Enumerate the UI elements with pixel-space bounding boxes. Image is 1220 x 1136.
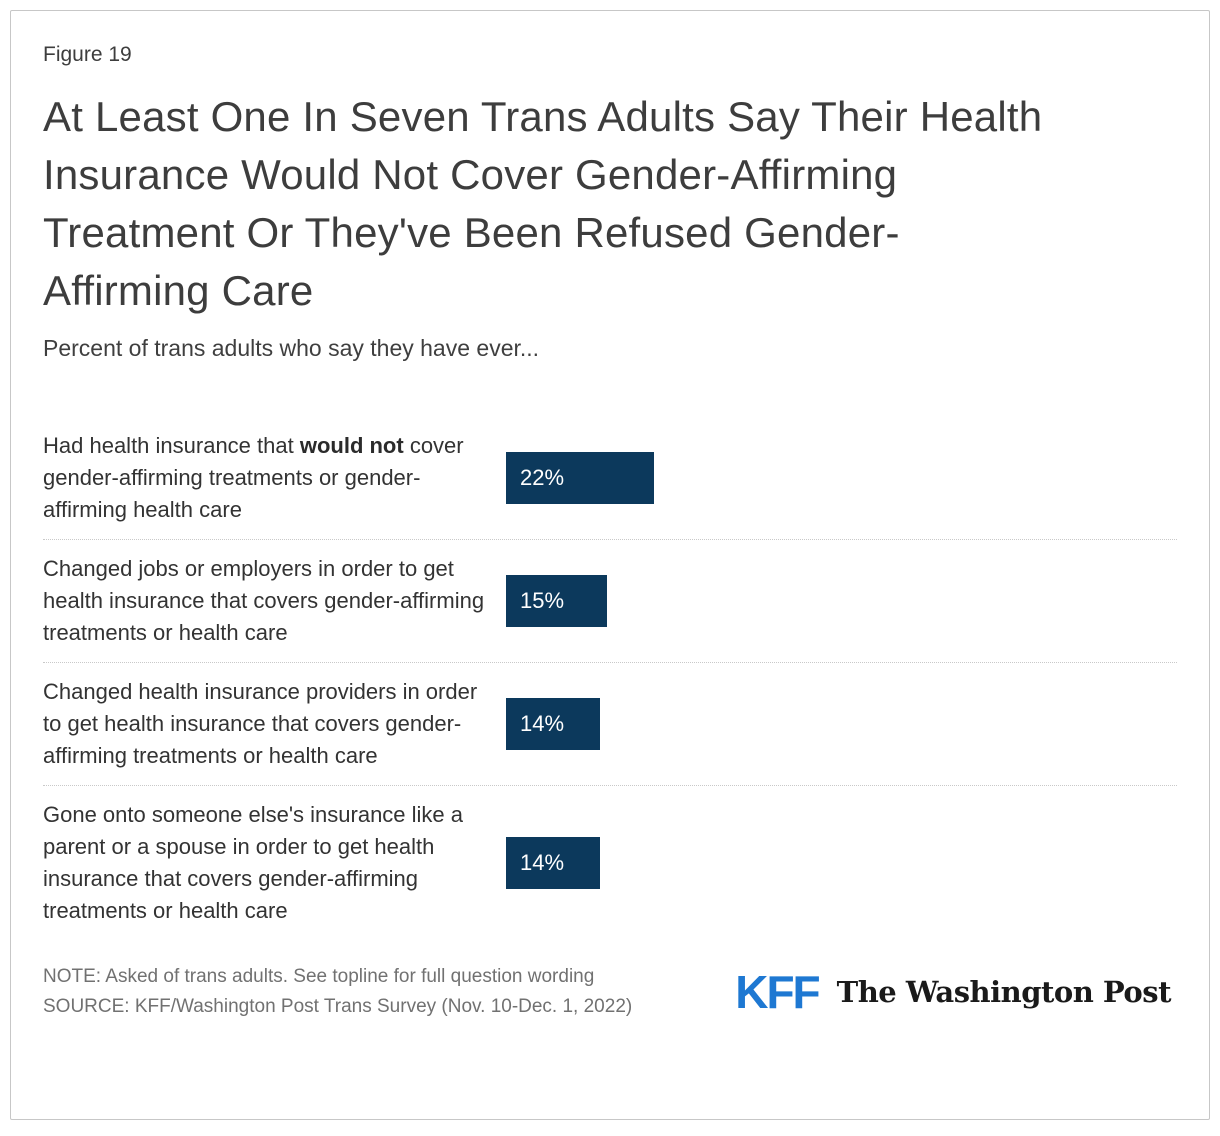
chart-title-line: Insurance Would Not Cover Gender-Affirmi… [43, 151, 898, 198]
category-label: Changed jobs or employers in order to ge… [43, 553, 506, 649]
source-text: SOURCE: KFF/Washington Post Trans Survey… [43, 996, 633, 1017]
bar: 22% [506, 452, 654, 504]
bar-chart: Had health insurance that would not cove… [43, 430, 1177, 940]
category-label-bold: would not [299, 433, 404, 458]
chart-row: Gone onto someone else's insurance like … [43, 786, 1177, 940]
category-label-text: Gone onto someone else's insurance like … [43, 802, 464, 923]
footnotes: NOTE: Asked of trans adults. See topline… [43, 962, 632, 1022]
figure-frame: Figure 19 At Least One In Seven Trans Ad… [10, 10, 1210, 1120]
chart-row: Changed health insurance providers in or… [43, 663, 1177, 786]
bar: 15% [506, 575, 607, 627]
category-label: Had health insurance that would not cove… [43, 430, 506, 526]
logos: KFF The Washington Post [735, 969, 1177, 1015]
category-label-text: Had health insurance that [43, 433, 300, 458]
figure-label: Figure 19 [43, 43, 132, 66]
bar-value-label: 14% [520, 711, 565, 736]
category-label-text: Changed health insurance providers in or… [43, 679, 478, 768]
chart-row: Had health insurance that would not cove… [43, 430, 1177, 540]
chart-title: At Least One In Seven Trans Adults Say T… [43, 88, 1177, 320]
bar-value-label: 14% [520, 850, 565, 875]
chart-title-line: At Least One In Seven Trans Adults Say T… [43, 93, 1043, 140]
bar-track: 22% [506, 452, 1177, 504]
washington-post-logo: The Washington Post [836, 975, 1172, 1009]
kff-logo: KFF [735, 966, 820, 1018]
bar-track: 14% [506, 698, 1177, 750]
note-text: NOTE: Asked of trans adults. See topline… [43, 966, 595, 987]
bar-value-label: 15% [520, 588, 565, 613]
figure-footer: NOTE: Asked of trans adults. See topline… [43, 962, 1177, 1022]
category-label: Gone onto someone else's insurance like … [43, 799, 506, 927]
bar-value-label: 22% [520, 465, 565, 490]
category-label-text: Changed jobs or employers in order to ge… [43, 556, 485, 645]
chart-row: Changed jobs or employers in order to ge… [43, 540, 1177, 663]
category-label: Changed health insurance providers in or… [43, 676, 506, 772]
chart-subtitle: Percent of trans adults who say they hav… [43, 335, 540, 361]
bar-track: 14% [506, 837, 1177, 889]
chart-title-line: Affirming Care [43, 267, 314, 314]
chart-title-line: Treatment Or They've Been Refused Gender… [43, 209, 900, 256]
bar: 14% [506, 837, 600, 889]
bar: 14% [506, 698, 600, 750]
category-label-text: cover gender-affirming treatments or gen… [43, 433, 464, 522]
bar-track: 15% [506, 575, 1177, 627]
